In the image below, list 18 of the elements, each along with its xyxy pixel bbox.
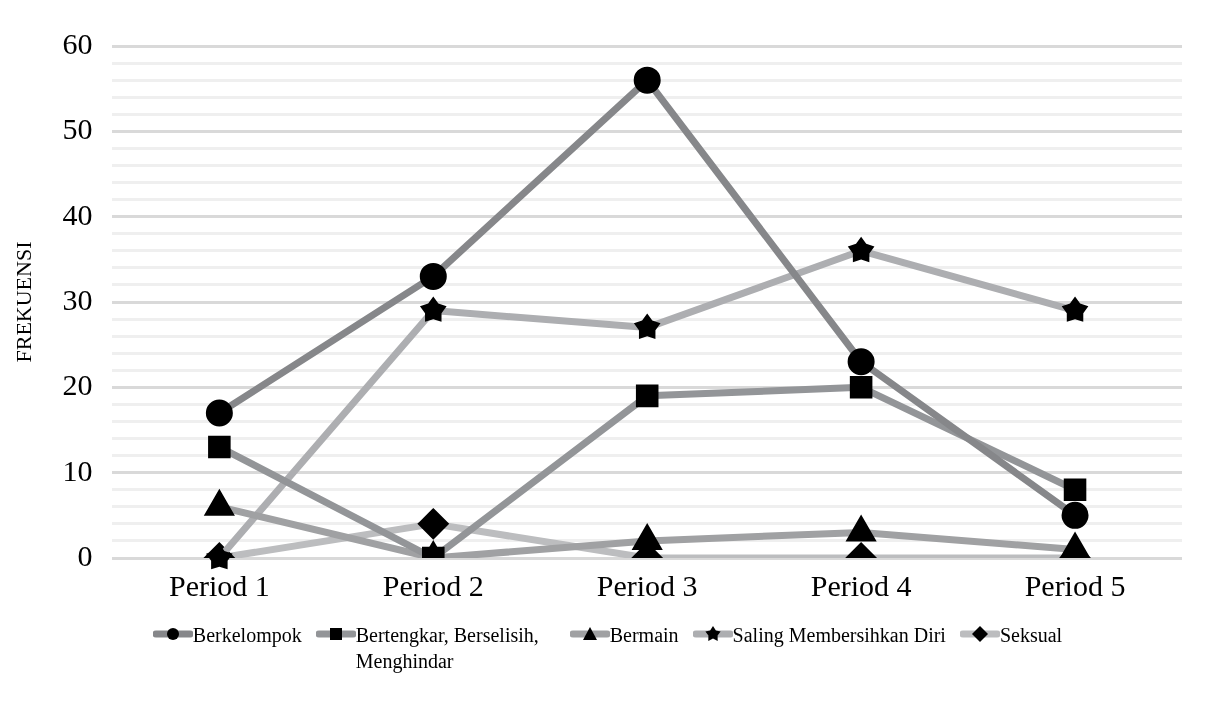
legend-label: Berkelompok <box>192 623 302 648</box>
x-tick-label: Period 3 <box>596 568 698 602</box>
legend-label: Saling Membersihkan Diri <box>732 623 946 648</box>
y-tick-label: 40 <box>62 197 93 231</box>
x-tick-label: Period 4 <box>810 568 912 602</box>
legend-label: Seksual <box>999 623 1063 648</box>
x-tick-label: Period 5 <box>1024 568 1126 602</box>
x-tick-label: Period 1 <box>168 568 270 602</box>
y-tick-label: 50 <box>62 112 93 146</box>
y-tick-label: 60 <box>62 26 93 60</box>
y-tick-label: 20 <box>62 368 93 402</box>
y-axis-title: FREKUENSI <box>10 241 36 363</box>
legend-label: Bermain <box>609 623 679 648</box>
legend-label: Bertengkar, Berselisih, Menghindar <box>355 623 540 674</box>
y-tick-label: 0 <box>77 538 93 572</box>
y-tick-label: 30 <box>62 282 93 316</box>
x-tick-label: Period 2 <box>382 568 484 602</box>
y-tick-label: 10 <box>62 453 93 487</box>
